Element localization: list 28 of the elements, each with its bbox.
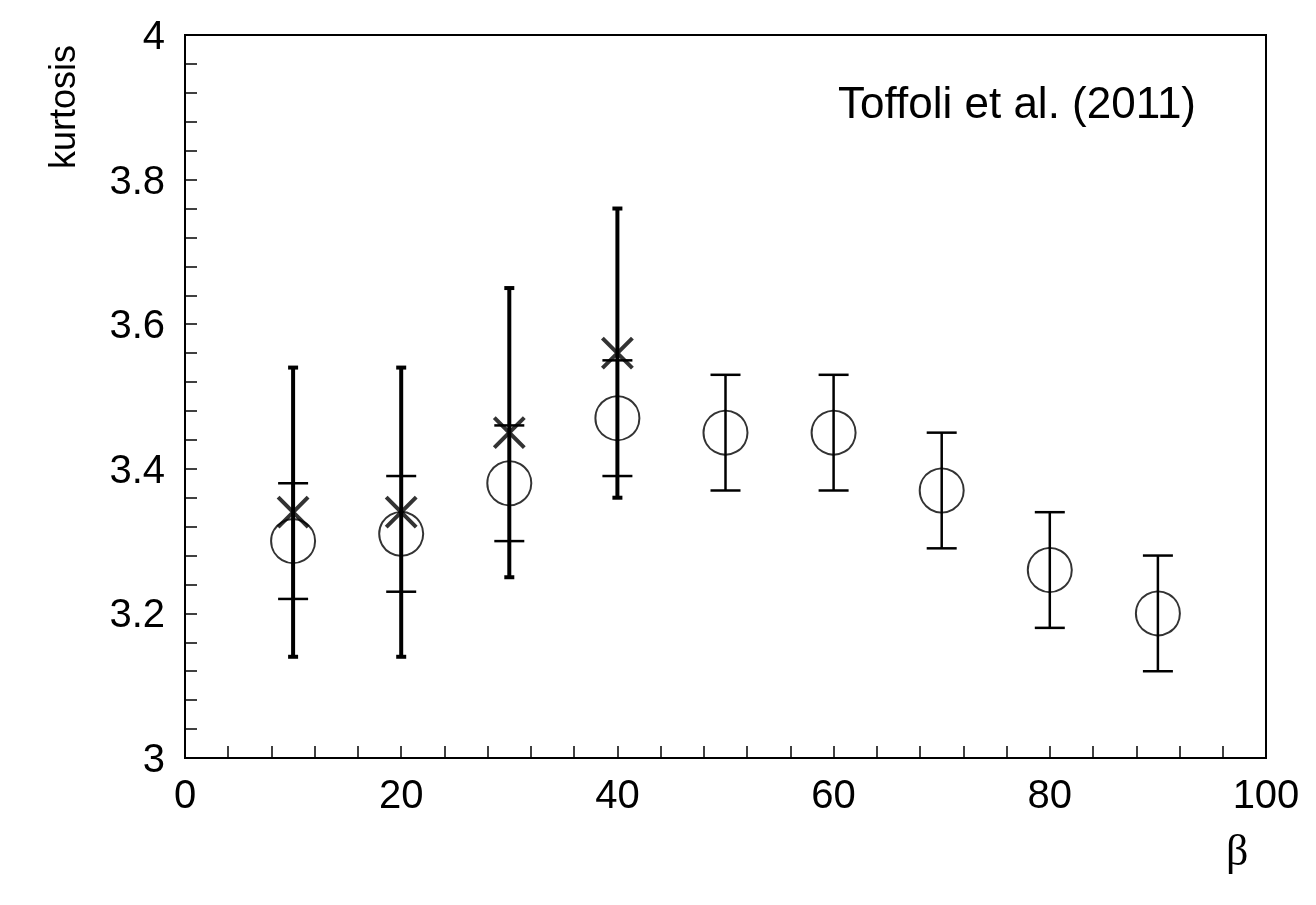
y-tick-label: 3.4 — [109, 446, 165, 491]
point — [276, 495, 311, 530]
y-tick-label: 3.2 — [109, 591, 165, 636]
point — [384, 495, 419, 530]
x-tick-label: 20 — [378, 772, 424, 816]
point — [600, 336, 635, 371]
x-tick-label: 60 — [811, 772, 856, 816]
y-tick-label: 4 — [142, 13, 165, 57]
point — [594, 395, 641, 442]
point — [378, 510, 425, 557]
x-tick-label: 100 — [1232, 772, 1300, 816]
x-axis-title: β — [1226, 825, 1249, 875]
x-tick-label: 0 — [173, 772, 197, 816]
annotation: Toffoli et al. (2011) — [838, 77, 1197, 127]
point — [486, 460, 533, 507]
point — [270, 518, 317, 565]
point — [810, 409, 857, 456]
point — [918, 467, 965, 514]
y-tick-label: 3.6 — [109, 302, 165, 347]
x-tick-label: 40 — [595, 772, 640, 816]
y-tick-label: 3.8 — [109, 157, 165, 202]
point — [492, 415, 527, 450]
point — [1026, 547, 1073, 594]
x-tick-label: 80 — [1027, 772, 1073, 816]
y-axis-title: kurtosis — [41, 45, 83, 170]
point — [702, 409, 749, 456]
point — [1134, 590, 1181, 637]
y-tick-label: 3 — [142, 736, 165, 780]
